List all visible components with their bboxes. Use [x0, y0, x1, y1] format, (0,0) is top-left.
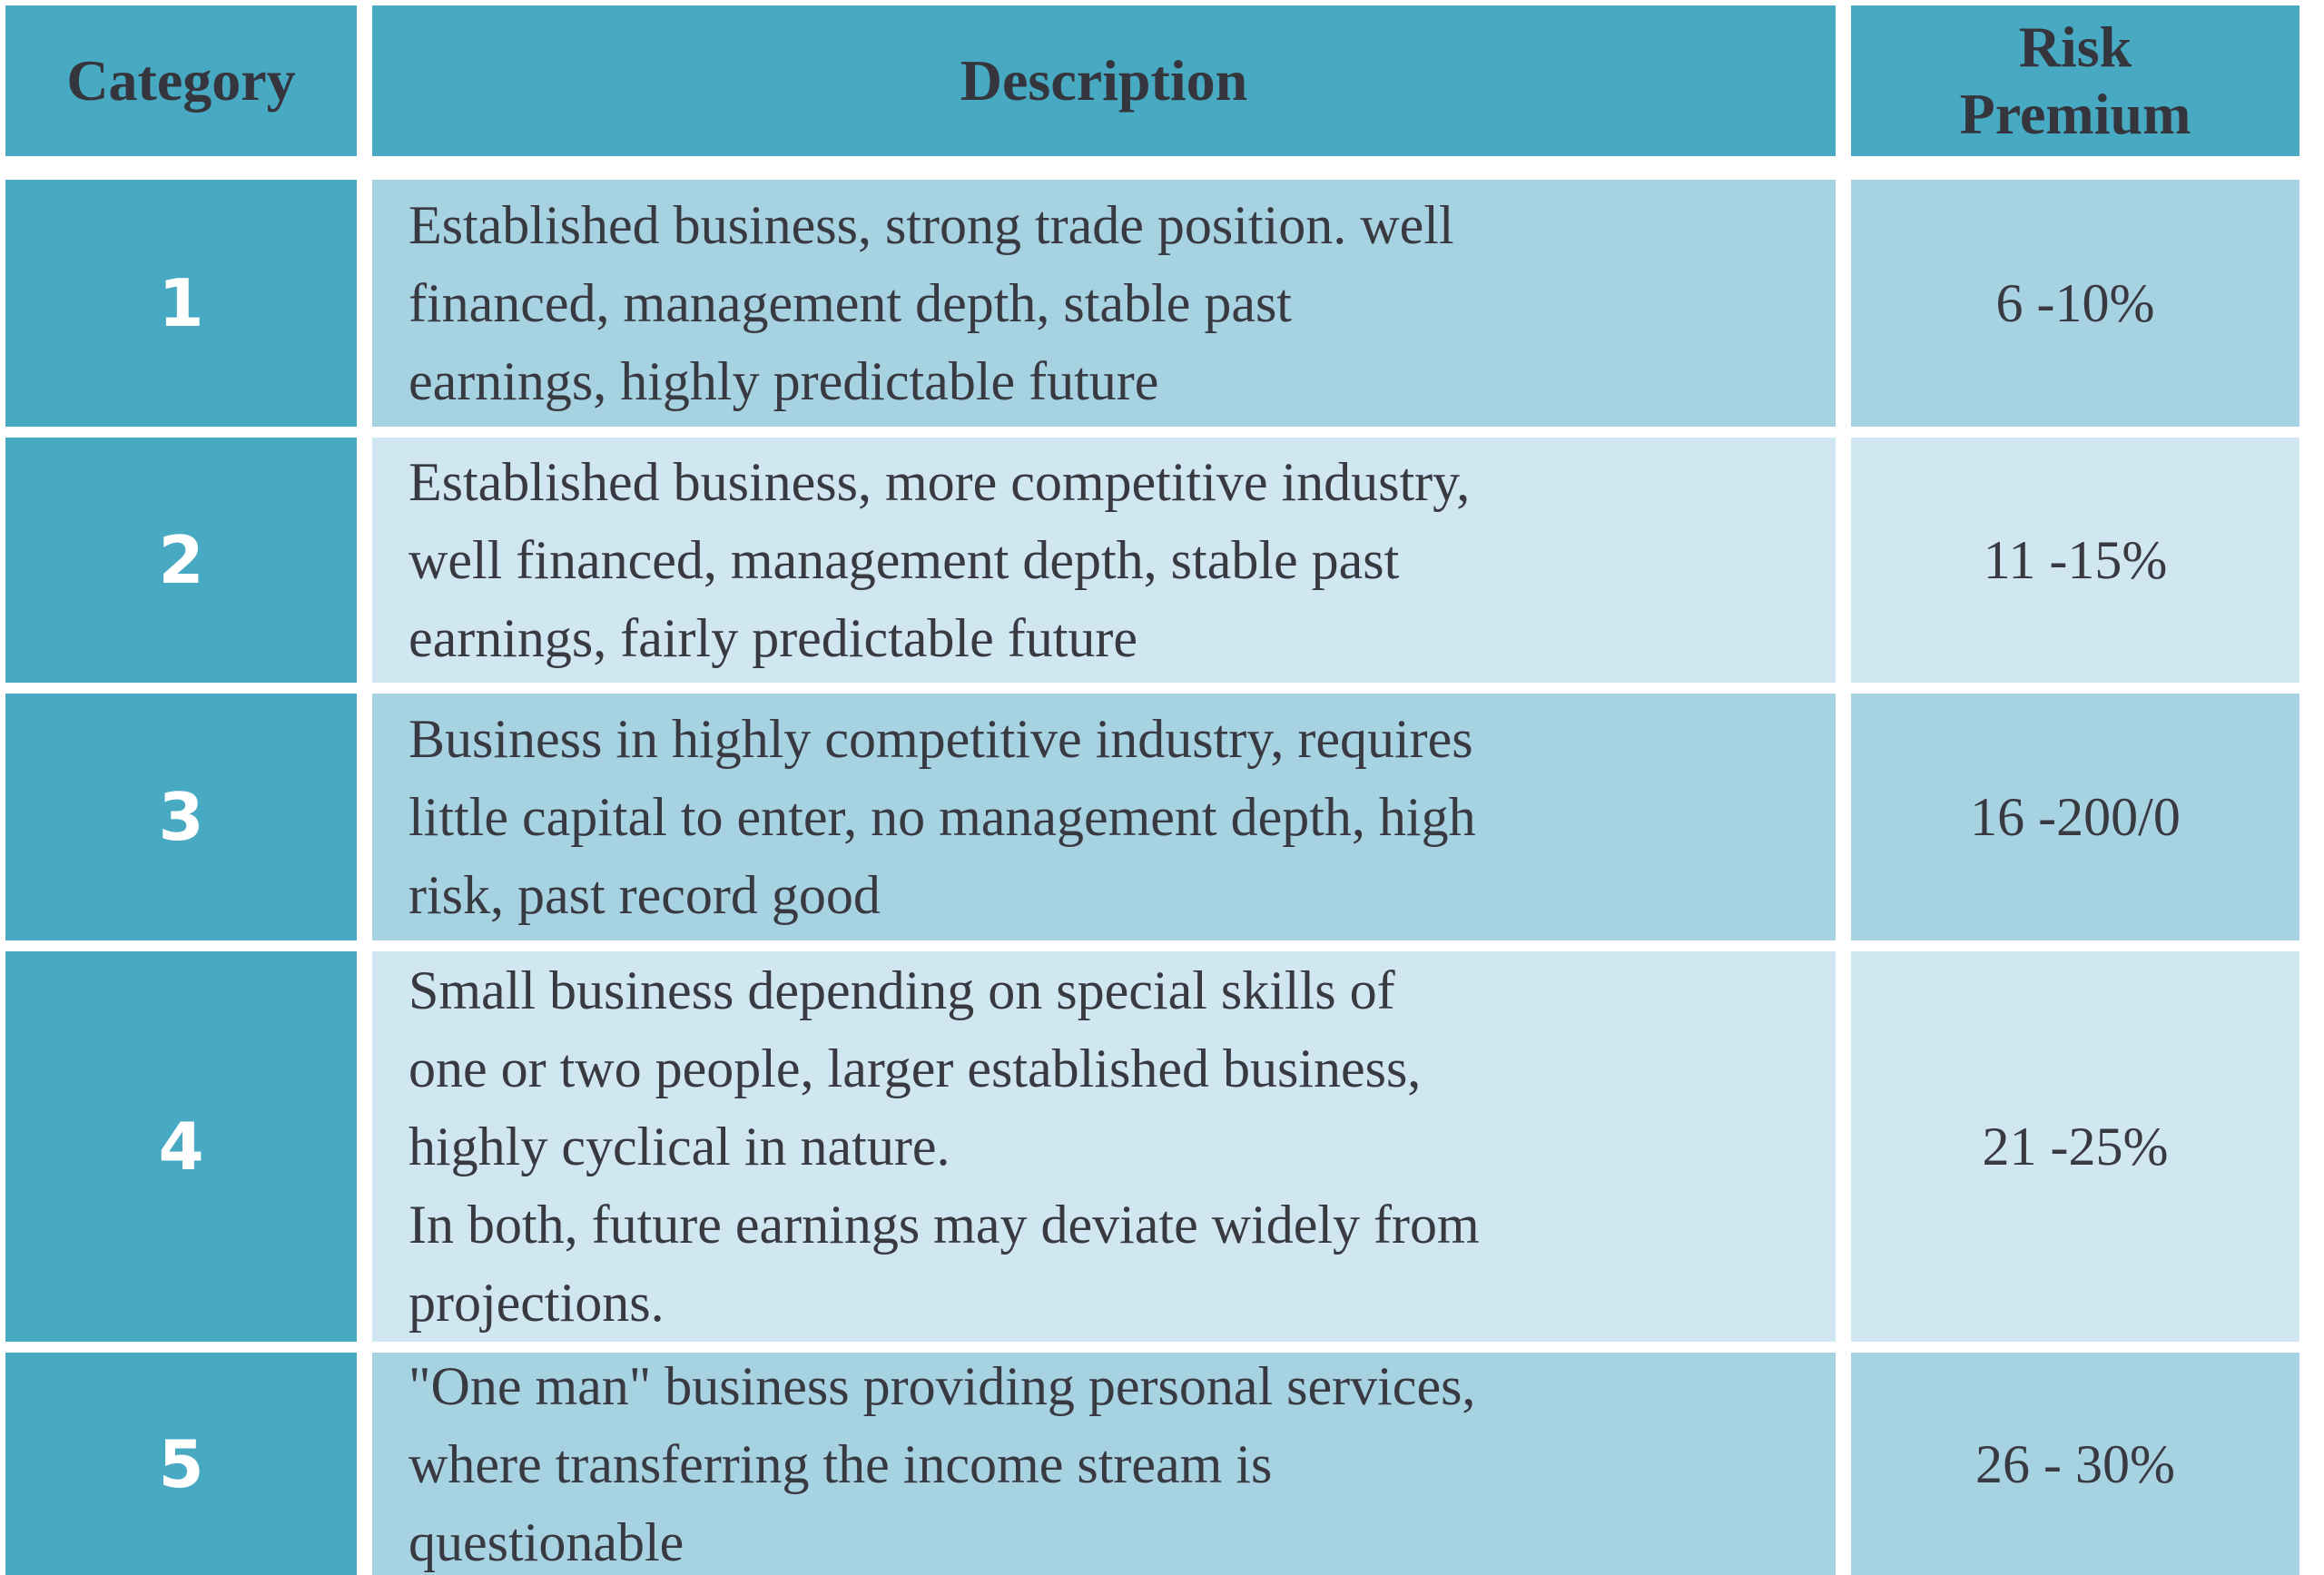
risk-premium-cell: 16 -200/0 [1851, 694, 2299, 940]
risk-premium-cell: 21 -25% [1851, 951, 2299, 1342]
category-cell: 3 [5, 694, 357, 940]
header-cell-risk-premium: Risk Premium [1851, 5, 2299, 156]
table-body: 1 Established business, strong trade pos… [5, 180, 2324, 1575]
category-cell: 1 [5, 180, 357, 427]
header-cell-description: Description [372, 5, 1836, 156]
description-cell: Business in highly competitive industry,… [372, 694, 1836, 940]
description-cell: Established business, more competitive i… [372, 438, 1836, 683]
description-cell: Small business depending on special skil… [372, 951, 1836, 1342]
category-cell: 4 [5, 951, 357, 1342]
risk-premium-cell: 26 - 30% [1851, 1353, 2299, 1575]
table-header-row: Category Description Risk Premium [5, 5, 2324, 156]
category-cell: 5 [5, 1353, 357, 1575]
risk-premium-cell: 6 -10% [1851, 180, 2299, 427]
header-cell-category: Category [5, 5, 357, 156]
description-cell: Established business, strong trade posit… [372, 180, 1836, 427]
risk-premium-cell: 11 -15% [1851, 438, 2299, 683]
description-cell: "One man" business providing personal se… [372, 1353, 1836, 1575]
category-cell: 2 [5, 438, 357, 683]
